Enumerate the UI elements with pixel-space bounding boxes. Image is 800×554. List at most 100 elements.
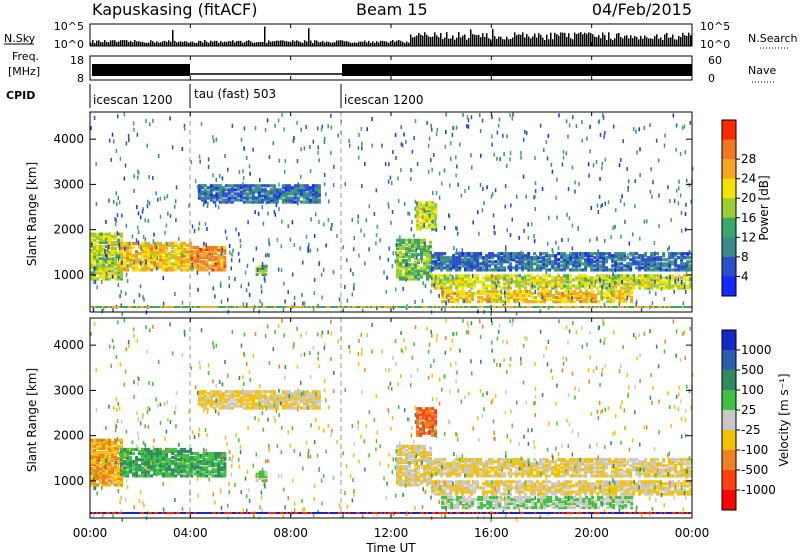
power-echo-cell [515,266,519,270]
power-ground-scatter [628,306,630,308]
power-speckle-cell [438,293,440,298]
power-ground-scatter [440,306,442,308]
power-echo-cell [437,266,441,270]
power-echo-cell [528,300,532,304]
velocity-echo-cell [96,473,99,477]
velocity-echo-cell [245,402,249,406]
power-echo-cell [674,268,678,272]
power-ground-scatter [384,306,386,308]
power-echo-cell [221,190,225,194]
power-echo-cell [479,254,483,258]
power-echo-cell [284,184,288,188]
power-speckle-cell [494,281,496,286]
power-echo-cell [96,257,99,261]
velocity-echo-cell [257,400,261,404]
power-echo-cell [594,297,598,302]
power-ground-scatter [604,306,606,308]
power-echo-cell [644,268,648,272]
velocity-echo-cell [138,451,142,456]
velocity-echo-cell [209,404,213,408]
power-echo-cell [281,186,285,190]
power-speckle-cell [457,182,459,187]
power-speckle-cell [320,127,323,132]
power-echo-cell [426,252,430,257]
power-echo-cell [205,245,209,250]
nsky-bar [526,34,528,46]
velocity-echo-cell [217,456,221,460]
power-ground-scatter [358,306,360,308]
power-echo-cell [617,258,621,262]
power-echo-cell [311,186,315,190]
velocity-echo-cell [261,476,265,481]
velocity-echo-cell [221,396,225,400]
power-echo-cell [629,280,633,284]
velocity-echo-cell [96,469,99,473]
power-echo-cell [423,252,427,257]
power-echo-cell [108,263,111,267]
power-speckle-cell [358,253,360,258]
power-echo-cell [261,272,265,277]
power-echo-cell [93,242,96,246]
power-echo-cell [414,267,418,271]
power-echo-cell [473,260,477,264]
nsky-bar [114,40,116,46]
power-speckle-cell [477,309,479,314]
velocity-echo-cell [299,396,303,400]
power-echo-cell [509,280,513,284]
nsky-bar [222,42,224,46]
power-echo-cell [615,295,619,300]
power-speckle-cell [293,242,296,247]
power-speckle-cell [219,283,222,288]
power-speckle-cell [543,148,545,153]
nsky-bar [158,42,160,46]
nsky-bar [176,42,178,46]
nsky-bar [364,40,366,46]
power-echo-cell [479,268,483,272]
power-ground-scatter [580,306,582,308]
power-echo-cell [93,275,96,279]
power-echo-cell [214,262,218,266]
power-speckle-cell [482,264,485,269]
velocity-echo-cell [165,456,169,460]
power-ground-scatter [444,306,446,308]
power-echo-cell [686,278,690,282]
power-echo-cell [162,256,166,260]
power-echo-cell [90,250,93,255]
power-echo-cell [455,262,459,266]
power-echo-cell [264,264,268,268]
power-ground-scatter [566,306,568,308]
nsky-bar [678,35,680,46]
power-ground-scatter [126,306,128,308]
power-speckle-cell [511,217,513,222]
power-echo-cell [627,289,631,294]
power-ground-scatter [406,306,408,308]
velocity-echo-cell [123,474,127,478]
velocity-echo-cell [299,400,303,404]
power-echo-cell [308,186,312,190]
velocity-echo-cell [162,456,166,460]
power-echo-cell [429,269,433,273]
nsky-bar [112,40,114,46]
power-speckle-cell [174,292,176,297]
power-ground-scatter [298,306,300,308]
power-echo-cell [461,254,465,258]
power-echo-cell [476,276,480,280]
cpid-segment-2: tau (fast) 503 [194,87,276,101]
power-speckle-cell [491,274,493,279]
power-echo-cell [470,284,474,288]
power-echo-cell [599,260,603,264]
power-echo-cell [420,250,424,255]
power-speckle-cell [447,213,450,218]
freq-unit: [MHz] [8,65,40,78]
power-echo-cell [217,268,221,272]
nsky-bar [588,32,590,46]
power-echo-cell [290,186,294,190]
velocity-echo-cell [275,406,279,410]
power-echo-cell [521,260,525,264]
power-echo-cell [126,260,130,264]
power-echo-cell [470,262,474,266]
power-echo-cell [153,260,157,264]
power-echo-cell [138,252,142,256]
power-echo-cell [102,263,105,267]
velocity-echo-cell [144,470,148,474]
